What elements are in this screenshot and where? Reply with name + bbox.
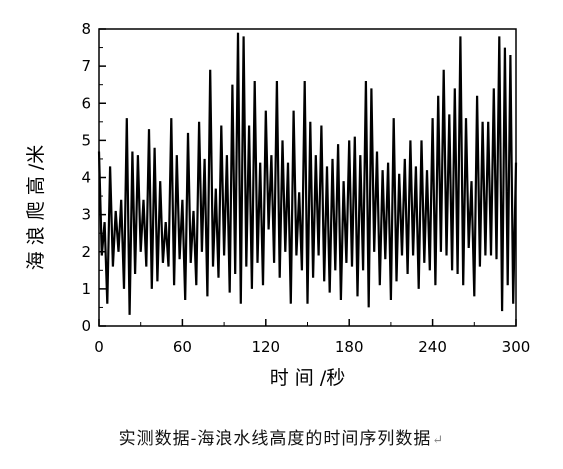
- y-axis-label: 海 浪 爬 高 /米: [25, 145, 47, 271]
- x-tick-label: 120: [251, 338, 280, 356]
- y-tick-label: 5: [81, 131, 91, 149]
- wave-height-series-line: [97, 32, 518, 315]
- y-axis-ticks: 0 1 2 3 4 5 6 7 8: [81, 20, 106, 335]
- y-tick-label: 4: [81, 169, 91, 187]
- x-tick-label: 60: [173, 338, 192, 356]
- x-tick-label: 180: [335, 338, 364, 356]
- x-tick-label: 300: [502, 338, 531, 356]
- plot-area: [97, 32, 518, 315]
- y-tick-label: 6: [81, 94, 91, 112]
- y-tick-label: 1: [81, 280, 91, 298]
- y-tick-label: 3: [81, 206, 91, 224]
- caption-text: 实测数据-海浪水线高度的时间序列数据: [118, 429, 432, 449]
- y-tick-label: 7: [81, 57, 91, 75]
- x-axis-label: 时 间 /秒: [270, 367, 345, 389]
- y-tick-label: 0: [81, 317, 91, 335]
- y-tick-label: 8: [81, 20, 91, 38]
- figure-caption: 实测数据-海浪水线高度的时间序列数据↵: [0, 424, 563, 449]
- return-mark-icon: ↵: [432, 433, 445, 448]
- x-tick-label: 0: [94, 338, 104, 356]
- x-tick-label: 240: [418, 338, 447, 356]
- y-tick-label: 2: [81, 243, 91, 261]
- x-axis-ticks: 0 60 120 180 240 300: [94, 319, 530, 356]
